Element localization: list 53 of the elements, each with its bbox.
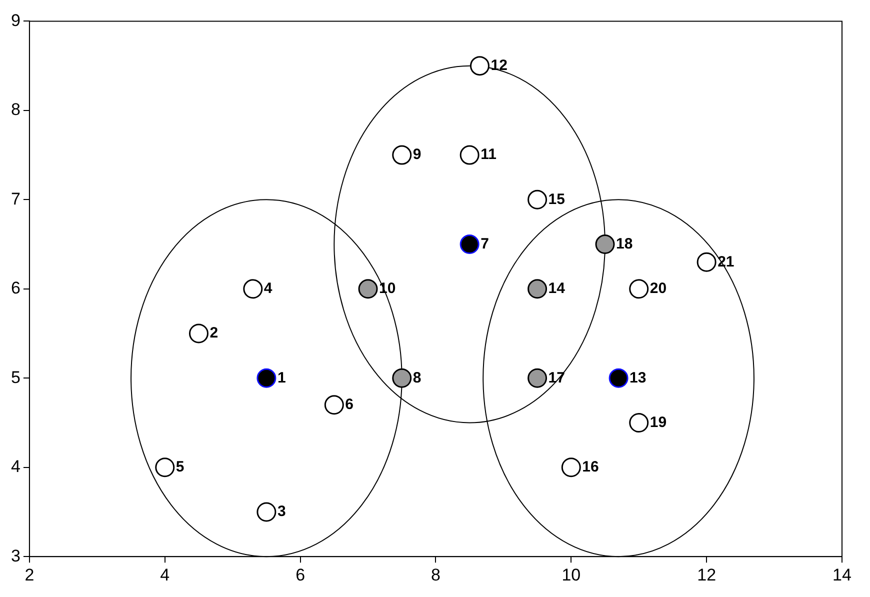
annotation: 5 — [176, 458, 184, 476]
annotation: 6 — [345, 396, 354, 414]
annotation: 1 — [277, 369, 286, 386]
point — [256, 368, 276, 388]
point — [629, 279, 649, 299]
point — [608, 368, 628, 388]
point — [358, 279, 378, 299]
x-tick-label: 4 — [160, 565, 170, 584]
point — [470, 56, 490, 76]
point — [528, 368, 548, 388]
point — [460, 145, 480, 165]
x-tick-label: 12 — [697, 565, 716, 584]
annotation: 12 — [490, 56, 508, 74]
annotation: 15 — [548, 190, 565, 208]
point — [155, 458, 175, 478]
annotation: 16 — [582, 458, 599, 476]
point — [256, 502, 276, 522]
annotation: 19 — [650, 414, 667, 431]
x-tick-label: 6 — [296, 565, 306, 584]
annotation: 4 — [264, 280, 273, 298]
point — [528, 279, 548, 299]
y-tick-label: 5 — [10, 368, 20, 387]
y-tick-label: 3 — [10, 546, 20, 566]
x-tick-label: 8 — [430, 565, 440, 584]
annotation: 11 — [480, 146, 496, 164]
annotation: 2 — [210, 324, 218, 342]
annotation: 13 — [630, 369, 646, 386]
point — [595, 234, 615, 254]
annotation: 20 — [650, 280, 667, 298]
point — [324, 395, 344, 415]
point — [188, 324, 208, 344]
annotation: 18 — [616, 235, 633, 252]
point — [460, 234, 480, 254]
point — [392, 145, 412, 165]
annotation: 8 — [412, 369, 422, 386]
point — [392, 368, 412, 388]
x-tick-label: 2 — [24, 565, 34, 584]
x-tick-label: 14 — [832, 565, 852, 584]
annotation: 9 — [412, 146, 422, 164]
y-tick-label: 6 — [10, 278, 20, 298]
y-tick-label: 7 — [10, 189, 20, 208]
x-tick-label: 10 — [562, 565, 581, 584]
y-tick-label: 4 — [10, 457, 20, 476]
annotation: 7 — [480, 235, 489, 252]
point — [561, 458, 581, 478]
point — [629, 413, 649, 432]
point — [696, 252, 716, 272]
y-tick-label: 9 — [10, 10, 20, 30]
annotation: 14 — [548, 280, 566, 298]
annotation: 3 — [277, 503, 286, 520]
point — [528, 190, 548, 210]
y-tick-label: 8 — [10, 100, 20, 120]
point — [243, 279, 263, 299]
